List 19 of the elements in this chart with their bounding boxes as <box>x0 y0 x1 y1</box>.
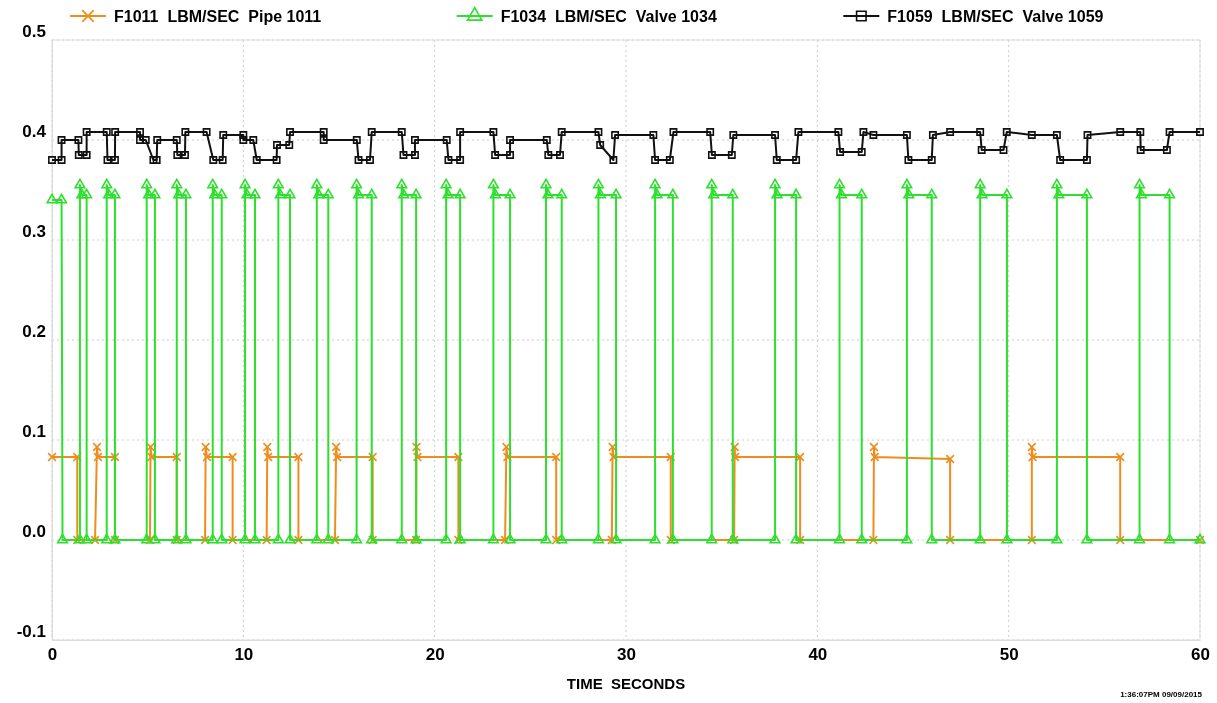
y-tick-label: 0.3 <box>22 222 46 242</box>
x-tick-label: 30 <box>617 645 636 665</box>
text: 1:36:07PM 09/09/2015 <box>1120 690 1203 699</box>
legend-label: F1011 LBM/SEC Pipe 1011 <box>114 8 322 25</box>
x-tick-label: 0 <box>47 645 58 665</box>
x-tick-label: 10 <box>234 645 254 665</box>
x-tick-label: 20 <box>425 645 445 665</box>
y-tick-label: 0.5 <box>22 22 46 42</box>
x-tick-label: 60 <box>1191 645 1210 665</box>
y-tick-label: 0.4 <box>22 122 47 142</box>
legend-label: F1034 LBM/SEC Valve 1034 <box>500 8 717 25</box>
y-tick-label: 0.1 <box>22 422 46 442</box>
x-axis-title: TIME SECONDS <box>566 675 686 692</box>
legend-label: F1059 LBM/SEC Valve 1059 <box>887 8 1104 25</box>
y-tick-label: 0.2 <box>22 322 46 342</box>
x-tick-label: 50 <box>999 645 1019 665</box>
y-tick-label: -0.1 <box>16 622 46 642</box>
y-tick-label: 0.0 <box>22 522 46 542</box>
x-tick-label: 40 <box>808 645 828 665</box>
